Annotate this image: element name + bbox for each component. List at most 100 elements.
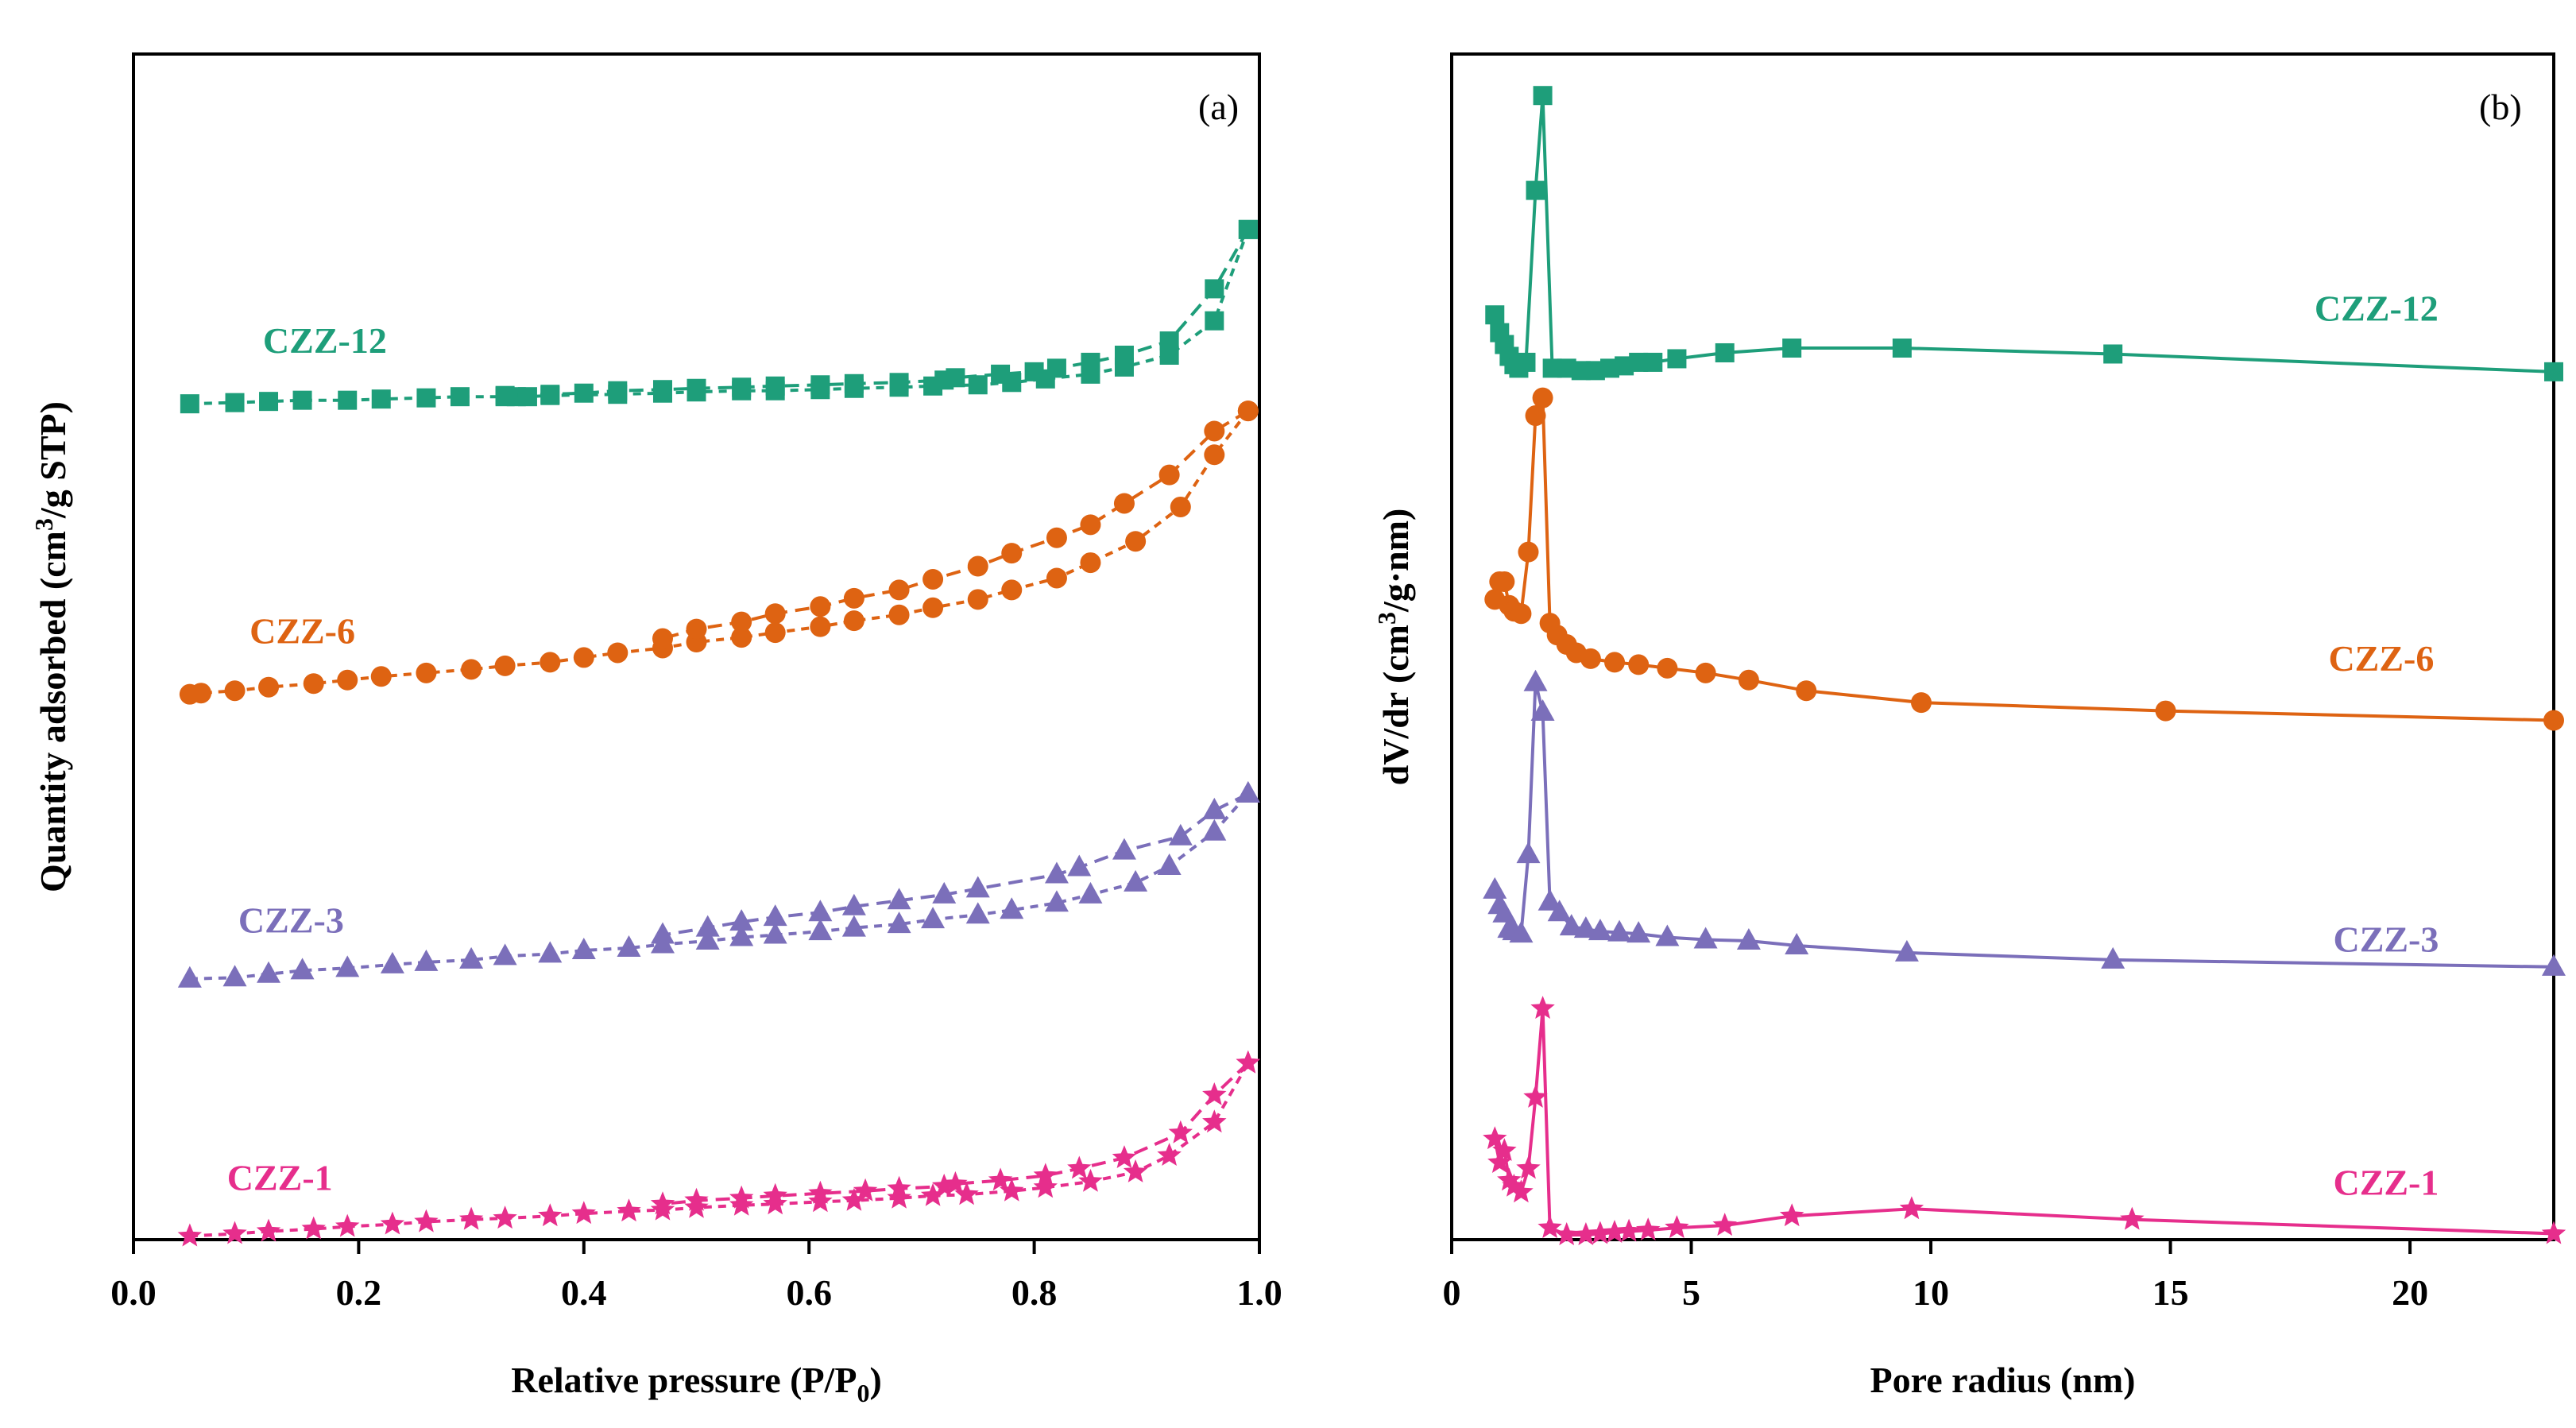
adsorption-line <box>189 1062 1250 1238</box>
adsorption-point <box>191 683 212 704</box>
data-point <box>1559 914 1584 936</box>
adsorption-point <box>967 589 988 610</box>
desorption-point <box>608 381 628 401</box>
data-point <box>1910 692 1932 714</box>
desorption-point <box>574 383 594 403</box>
desorption-point <box>965 876 990 898</box>
adsorption-point <box>1080 552 1101 574</box>
desorption-line <box>662 792 1249 937</box>
adsorption-point <box>810 616 831 637</box>
data-point <box>1516 1155 1541 1179</box>
data-point <box>1580 648 1601 669</box>
adsorption-point <box>1202 818 1227 841</box>
panel-a: 0.0 0.2 0.4 0.6 0.8 1.0 Relative pressure (P/P… <box>29 52 1282 1407</box>
adsorption-point <box>922 597 944 618</box>
data-point <box>1530 996 1555 1019</box>
data-point <box>1899 1196 1924 1220</box>
desorption-point <box>843 587 864 609</box>
data-point <box>1492 900 1517 923</box>
adsorption-point <box>617 1198 641 1222</box>
series-label-czz-1: CZZ-1 <box>227 1157 333 1198</box>
adsorption-point <box>1000 897 1024 919</box>
adsorption-point <box>965 902 990 924</box>
data-point <box>1657 657 1678 679</box>
adsorption-point <box>371 389 391 409</box>
adsorption-point <box>337 669 358 691</box>
data-point <box>2101 946 2125 969</box>
data-point <box>2155 700 2176 722</box>
data-point <box>1636 1217 1661 1240</box>
desorption-point <box>650 922 675 944</box>
adsorption-point <box>177 966 202 988</box>
series-czz-3 <box>1483 669 2566 976</box>
desorption-point <box>1202 797 1227 819</box>
adsorption-point <box>414 1209 439 1233</box>
desorption-point <box>764 603 786 625</box>
desorption-point <box>1205 279 1224 299</box>
desorption-point <box>1044 861 1069 884</box>
adsorption-point <box>1157 1143 1182 1166</box>
adsorption-point <box>538 941 563 963</box>
x-axis-title: Relative pressure (P/P0) <box>511 1360 882 1407</box>
desorption-point <box>1033 1163 1058 1186</box>
adsorption-point <box>887 911 911 934</box>
adsorption-point <box>763 1191 787 1215</box>
desorption-point <box>988 1167 1013 1191</box>
desorption-point <box>1168 1120 1193 1144</box>
desorption-point <box>810 375 830 395</box>
adsorption-point <box>222 1221 247 1244</box>
data-point <box>1509 921 1534 943</box>
panel-tag: (a) <box>1198 87 1239 127</box>
data-point <box>2542 954 2566 976</box>
adsorption-point <box>1078 881 1103 904</box>
series-czz-3 <box>177 781 1260 988</box>
data-point <box>1526 180 1545 200</box>
adsorption-point <box>225 393 245 412</box>
data-point <box>1894 939 1919 962</box>
adsorption-point <box>808 1189 833 1213</box>
adsorption-point <box>841 1187 867 1211</box>
desorption-point <box>684 1187 709 1211</box>
data-point <box>1628 654 1650 675</box>
panel-b: 0 5 10 15 20 Pore radius (nm) dV/dr (cm3/g·nm)… <box>1372 52 2566 1400</box>
series-label-czz-3: CZZ-3 <box>238 900 344 941</box>
panel-tag: (b) <box>2479 87 2522 127</box>
adsorption-point <box>540 652 561 673</box>
adsorption-point <box>493 1205 517 1229</box>
adsorption-point <box>571 937 596 959</box>
x-axis-title: Pore radius (nm) <box>1870 1360 2136 1400</box>
desorption-point <box>934 370 954 390</box>
desorption-point <box>1158 464 1180 486</box>
data-point <box>1483 1126 1507 1150</box>
data-point <box>1892 339 1912 358</box>
data-point <box>1738 669 1759 691</box>
desorption-point <box>1067 1155 1092 1179</box>
data-point <box>1736 928 1761 950</box>
data-point <box>1494 571 1515 592</box>
adsorption-point <box>1202 1109 1227 1133</box>
adsorption-point <box>843 610 864 632</box>
series-label-czz-6: CZZ-6 <box>2328 638 2434 679</box>
adsorption-point <box>729 1192 754 1216</box>
adsorption-point <box>256 1218 281 1242</box>
adsorption-point <box>841 915 866 937</box>
series-line <box>1493 95 2555 373</box>
data-point <box>2120 1206 2145 1230</box>
desorption-point <box>1112 1145 1137 1168</box>
data-point <box>1510 603 1532 625</box>
data-point <box>1525 405 1546 427</box>
series-czz-12 <box>1485 86 2563 381</box>
data-point <box>2103 344 2123 364</box>
adsorption-point <box>1124 869 1148 892</box>
data-point <box>1602 1220 1627 1243</box>
adsorption-point <box>573 647 594 668</box>
adsorption-point <box>954 1182 979 1205</box>
data-point <box>1715 342 1735 362</box>
data-point <box>2543 710 2564 731</box>
data-point <box>1782 339 1802 358</box>
desorption-point <box>763 1182 787 1206</box>
adsorption-point <box>380 951 404 973</box>
series-label-czz-6: CZZ-6 <box>249 611 355 652</box>
desorption-point <box>1114 345 1134 365</box>
